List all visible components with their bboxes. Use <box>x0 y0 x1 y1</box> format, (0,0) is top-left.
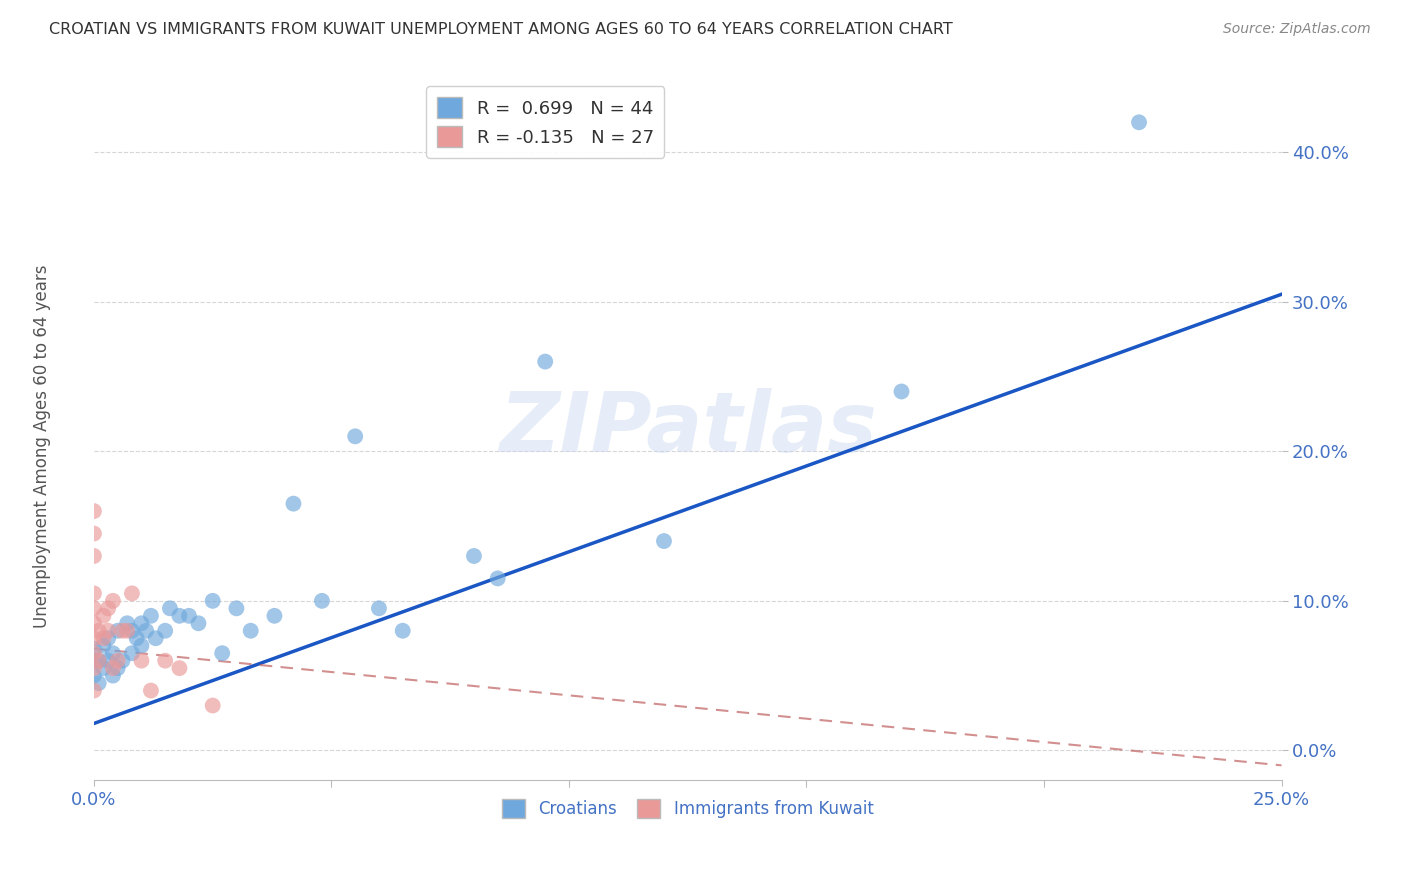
Point <box>83 646 105 660</box>
Point <box>83 683 105 698</box>
Point <box>201 698 224 713</box>
Point <box>311 594 333 608</box>
Point <box>83 586 105 600</box>
Point <box>463 549 485 563</box>
Point <box>121 624 143 638</box>
Point <box>135 624 157 638</box>
Point <box>107 661 129 675</box>
Point <box>115 616 138 631</box>
Point <box>486 571 509 585</box>
Point <box>263 608 285 623</box>
Text: Source: ZipAtlas.com: Source: ZipAtlas.com <box>1223 22 1371 37</box>
Point <box>101 661 124 675</box>
Point <box>93 661 115 675</box>
Point <box>83 654 105 668</box>
Point <box>159 601 181 615</box>
Point <box>534 354 557 368</box>
Point <box>211 646 233 660</box>
Point <box>139 608 162 623</box>
Point <box>97 654 120 668</box>
Point <box>83 668 105 682</box>
Point <box>83 661 105 675</box>
Point <box>101 668 124 682</box>
Point <box>87 654 110 668</box>
Point <box>131 639 153 653</box>
Point <box>239 624 262 638</box>
Point <box>121 586 143 600</box>
Point <box>890 384 912 399</box>
Point <box>187 616 209 631</box>
Point <box>93 632 115 646</box>
Point <box>115 624 138 638</box>
Point <box>83 641 105 656</box>
Point <box>169 661 191 675</box>
Point <box>177 608 200 623</box>
Point <box>111 624 134 638</box>
Point <box>145 632 167 646</box>
Point <box>107 654 129 668</box>
Point <box>83 601 105 615</box>
Point <box>344 429 367 443</box>
Point <box>169 608 191 623</box>
Point <box>87 676 110 690</box>
Point <box>125 632 148 646</box>
Point <box>83 616 105 631</box>
Point <box>87 654 110 668</box>
Point <box>131 654 153 668</box>
Point <box>139 683 162 698</box>
Point <box>131 616 153 631</box>
Text: CROATIAN VS IMMIGRANTS FROM KUWAIT UNEMPLOYMENT AMONG AGES 60 TO 64 YEARS CORREL: CROATIAN VS IMMIGRANTS FROM KUWAIT UNEMP… <box>49 22 953 37</box>
Point <box>83 549 105 563</box>
Point <box>87 624 110 638</box>
Point <box>652 534 675 549</box>
Point <box>283 497 305 511</box>
Point <box>153 624 176 638</box>
Point <box>201 594 224 608</box>
Point <box>97 601 120 615</box>
Point <box>121 646 143 660</box>
Point <box>83 632 105 646</box>
Legend: Croatians, Immigrants from Kuwait: Croatians, Immigrants from Kuwait <box>495 792 880 825</box>
Text: ZIPatlas: ZIPatlas <box>499 388 877 469</box>
Point <box>93 639 115 653</box>
Point <box>391 624 413 638</box>
Point <box>225 601 247 615</box>
Point <box>97 624 120 638</box>
Point <box>111 654 134 668</box>
Point <box>107 624 129 638</box>
Point <box>153 654 176 668</box>
Point <box>93 608 115 623</box>
Text: Unemployment Among Ages 60 to 64 years: Unemployment Among Ages 60 to 64 years <box>34 264 51 628</box>
Point <box>1128 115 1150 129</box>
Point <box>368 601 391 615</box>
Point <box>83 504 105 518</box>
Point <box>101 646 124 660</box>
Point <box>97 632 120 646</box>
Point <box>83 526 105 541</box>
Point <box>101 594 124 608</box>
